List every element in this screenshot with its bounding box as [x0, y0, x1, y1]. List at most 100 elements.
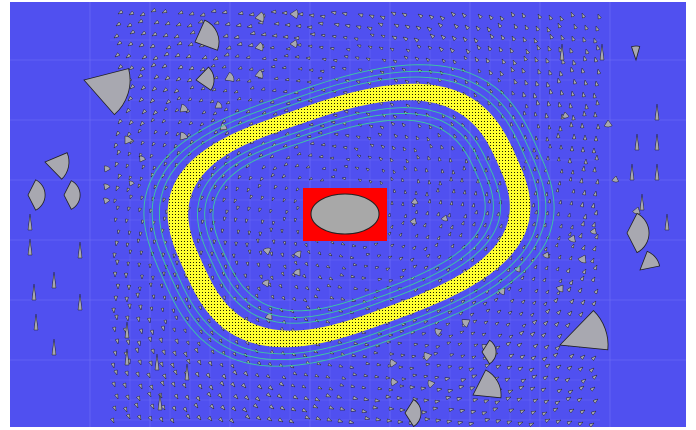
wedge-glyph-icon [257, 305, 262, 311]
wedge-glyph-icon [116, 40, 123, 46]
wedge-glyph-icon [164, 20, 171, 26]
wedge-glyph-icon [508, 408, 515, 413]
wedge-glyph-icon [232, 351, 237, 357]
wedge-glyph-icon [409, 257, 415, 262]
wedge-glyph-icon [508, 255, 513, 261]
wedge-glyph-icon [591, 300, 597, 307]
wedge-glyph-icon [568, 255, 573, 261]
wedge-glyph-icon [580, 220, 585, 227]
wedge-glyph-icon [270, 294, 275, 300]
wedge-glyph-icon [412, 373, 418, 378]
wedge-glyph-icon [509, 47, 515, 54]
wedge-glyph-icon [556, 132, 561, 139]
wedge-glyph-icon [296, 97, 302, 102]
wedge-glyph-icon [495, 364, 502, 370]
wedge-glyph-icon [325, 319, 331, 324]
wedge-glyph-icon [77, 293, 83, 311]
wedge-glyph-icon [309, 32, 316, 37]
wedge-glyph-icon [483, 246, 488, 252]
wedge-glyph-icon [439, 15, 445, 21]
wedge-glyph-icon [390, 121, 396, 126]
wedge-glyph-icon [248, 121, 254, 126]
wedge-glyph-icon [390, 176, 394, 181]
wedge-glyph-icon [315, 263, 320, 268]
wedge-glyph-icon [375, 417, 382, 422]
wedge-glyph-icon [174, 108, 180, 113]
wedge-glyph-icon [162, 295, 167, 301]
wedge-glyph-icon [127, 96, 133, 102]
wedge-glyph-icon [484, 191, 489, 197]
wedge-glyph-icon [199, 250, 203, 256]
wedge-glyph-icon [283, 53, 289, 58]
wedge-glyph-icon [293, 242, 297, 247]
wedge-glyph-icon [233, 34, 240, 39]
wedge-glyph-icon [368, 179, 373, 184]
wedge-glyph-icon [319, 14, 326, 19]
wedge-glyph-icon [569, 298, 575, 305]
wedge-glyph-icon [356, 154, 361, 158]
wedge-glyph-icon [301, 407, 308, 413]
wedge-glyph-icon [428, 124, 433, 130]
wedge-glyph-icon [265, 374, 271, 379]
wedge-glyph-icon [340, 297, 346, 301]
wedge-glyph-icon [187, 304, 191, 310]
wedge-glyph-icon [161, 63, 168, 69]
wedge-glyph-icon [390, 11, 397, 17]
wedge-glyph-icon [579, 201, 584, 208]
wedge-glyph-icon [270, 64, 276, 68]
wedge-glyph-icon [535, 154, 539, 160]
wedge-glyph-icon [183, 351, 188, 358]
wedge-glyph-icon [417, 13, 424, 19]
wedge-glyph-icon [173, 272, 177, 278]
wedge-glyph-icon [308, 13, 315, 18]
wedge-glyph-icon [189, 139, 194, 145]
wedge-glyph-icon [125, 53, 132, 59]
wedge-glyph-icon [329, 47, 335, 51]
wedge-glyph-icon [340, 352, 346, 356]
wedge-glyph-icon [317, 21, 324, 26]
wedge-glyph-icon [141, 164, 146, 170]
wedge-glyph-icon [221, 373, 227, 380]
wedge-glyph-icon [558, 199, 562, 205]
wedge-glyph-icon [448, 407, 455, 412]
wedge-glyph-icon [246, 79, 252, 83]
wedge-glyph-icon [364, 342, 370, 347]
wedge-glyph-icon [531, 202, 535, 208]
wedge-glyph-icon [304, 261, 309, 267]
wedge-glyph-icon [556, 284, 564, 293]
wedge-glyph-icon [459, 409, 466, 414]
wedge-glyph-icon [488, 69, 494, 76]
wedge-glyph-icon [437, 254, 442, 260]
wedge-glyph-icon [137, 128, 142, 134]
wedge-glyph-icon [161, 9, 168, 14]
wedge-glyph-icon [533, 37, 538, 44]
wedge-glyph-icon [305, 286, 310, 291]
wedge-glyph-icon [530, 355, 537, 361]
wedge-glyph-icon [307, 153, 313, 157]
wedge-glyph-icon [374, 398, 381, 403]
wedge-glyph-icon [413, 37, 420, 43]
wedge-glyph-icon [565, 322, 571, 328]
wedge-glyph-icon [321, 166, 326, 170]
wedge-glyph-icon [237, 10, 244, 15]
wedge-glyph-icon [597, 68, 602, 75]
contour-line [212, 119, 486, 312]
wedge-glyph-icon [593, 135, 599, 142]
wedge-glyph-icon [249, 30, 256, 35]
wedge-glyph-icon [326, 417, 333, 422]
wedge-glyph-icon [254, 69, 264, 79]
wedge-glyph-icon [486, 155, 491, 161]
wedge-glyph-icon [256, 238, 260, 244]
wedge-glyph-icon [162, 197, 166, 203]
wedge-glyph-icon [580, 122, 585, 129]
wedge-glyph-icon [234, 108, 240, 113]
wedge-glyph-icon [213, 184, 218, 190]
wedge-glyph-icon [367, 155, 372, 160]
wedge-glyph-icon [149, 153, 154, 159]
wedge-glyph-icon [129, 29, 136, 35]
wedge-glyph-icon [363, 246, 368, 250]
wedge-glyph-icon [209, 227, 214, 233]
wedge-glyph-icon [499, 223, 503, 229]
wedge-glyph-icon [547, 45, 552, 52]
wedge-glyph-icon [343, 55, 349, 59]
